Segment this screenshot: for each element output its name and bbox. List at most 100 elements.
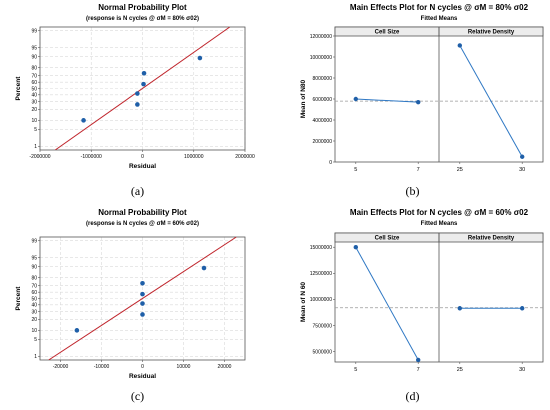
data-point (140, 291, 145, 297)
data-point (135, 102, 140, 107)
y-tick-label: 0 (329, 160, 332, 166)
y-tick-label: 7500000 (313, 323, 333, 329)
y-tick-label: 30 (31, 99, 37, 105)
data-point (520, 154, 525, 159)
x-tick-label: -10000 (94, 364, 110, 370)
y-tick-label: 90 (31, 54, 37, 60)
y-tick-label: 20 (31, 317, 37, 323)
y-axis-label: Percent (15, 76, 22, 101)
chart-title: Main Effects Plot for N cycles @ σM = 60… (350, 208, 529, 217)
y-tick-label: 20 (31, 107, 37, 113)
chart-subtitle: Fitted Means (421, 221, 458, 227)
fit-line (48, 237, 237, 360)
y-tick-label: 5 (34, 337, 37, 343)
facet-label: Cell Size (375, 236, 400, 242)
x-tick-label: 7 (417, 167, 420, 173)
y-axis-label: Percent (15, 286, 22, 311)
y-tick-label: 60 (31, 80, 37, 86)
data-point (81, 118, 86, 123)
y-tick-label: 12500000 (310, 271, 332, 277)
x-tick-label: 30 (519, 167, 525, 173)
x-tick-label: -2000000 (29, 154, 50, 160)
y-tick-label: 90 (31, 264, 37, 270)
y-tick-label: 10000000 (310, 55, 332, 61)
x-tick-label: 0 (141, 364, 144, 370)
x-axis-label: Residual (129, 163, 156, 170)
chart-title: Main Effects Plot for N cycles @ σM = 80… (350, 3, 529, 12)
y-tick-label: 5000000 (313, 349, 333, 355)
y-tick-label: 60 (31, 290, 37, 296)
x-tick-label: 25 (457, 367, 463, 373)
x-tick-label: 20000 (218, 364, 232, 370)
data-point (457, 43, 462, 48)
chart-subtitle: Fitted Means (421, 16, 458, 22)
y-tick-label: 80 (31, 275, 37, 281)
panel-b: Main Effects Plot for N cycles @ σM = 80… (275, 0, 550, 205)
y-tick-label: 5 (34, 127, 37, 133)
x-tick-label: 10000 (177, 364, 191, 370)
data-point (140, 312, 145, 317)
y-tick-label: 80 (31, 65, 37, 71)
y-tick-label: 40 (31, 93, 37, 99)
data-point (140, 301, 145, 306)
y-tick-label: 70 (31, 73, 37, 79)
caption-c: (c) (130, 389, 145, 403)
y-tick-label: 95 (31, 45, 37, 51)
y-tick-label: 50 (31, 296, 37, 302)
effect-line (459, 45, 523, 157)
data-point (416, 99, 421, 105)
caption-b: (b) (405, 184, 420, 198)
y-tick-label: 30 (31, 309, 37, 315)
y-tick-label: 10000000 (310, 297, 332, 303)
y-tick-label: 8000000 (313, 76, 333, 82)
y-tick-label: 4000000 (313, 118, 333, 124)
y-tick-label: 1 (34, 144, 37, 150)
y-tick-label: 10 (31, 328, 37, 334)
x-tick-label: -20000 (53, 364, 69, 370)
y-tick-label: 12000000 (310, 34, 332, 40)
y-tick-label: 15000000 (310, 245, 332, 251)
x-tick-label: 5 (354, 367, 357, 373)
y-tick-label: 40 (31, 303, 37, 309)
y-tick-label: 1 (34, 354, 37, 360)
chart-d: Main Effects Plot for N cycles @ σM = 60… (300, 208, 544, 373)
y-tick-label: 10 (31, 118, 37, 124)
data-point (353, 96, 358, 102)
y-tick-label: 6000000 (313, 97, 333, 103)
x-tick-label: 25 (457, 167, 463, 173)
facet-label: Cell Size (375, 30, 400, 36)
chart-subtitle: (response is N cycles @ σM = 60% σ02) (86, 221, 199, 227)
x-tick-label: 7 (417, 367, 420, 373)
y-tick-label: 99 (31, 29, 37, 35)
data-point (74, 328, 80, 333)
x-tick-label: 5 (354, 167, 357, 173)
facet-label: Relative Density (468, 30, 515, 36)
effect-line (355, 98, 419, 103)
x-tick-label: 2000000 (235, 154, 255, 160)
y-axis-label: Mean of N 60 (300, 282, 307, 322)
data-point (416, 357, 421, 363)
x-tick-label: 30 (519, 367, 525, 373)
effect-line (355, 246, 419, 361)
y-tick-label: 99 (31, 239, 37, 245)
chart-subtitle: (response is N cycles @ σM = 80% σ02) (86, 16, 199, 22)
x-axis-label: Residual (129, 373, 156, 380)
facet-label: Relative Density (468, 236, 515, 242)
x-tick-label: 0 (141, 154, 144, 160)
chart-title: Normal Probability Plot (98, 3, 187, 12)
caption-a: (a) (130, 184, 145, 198)
data-point (141, 70, 147, 76)
data-point (201, 265, 207, 271)
y-tick-label: 95 (31, 255, 37, 261)
y-tick-label: 2000000 (313, 139, 333, 145)
panel-c: Normal Probability Plot (response is N cy… (0, 205, 275, 410)
data-point (140, 280, 145, 286)
data-point (197, 55, 203, 61)
chart-title: Normal Probability Plot (98, 208, 187, 217)
x-tick-label: -1000000 (81, 154, 102, 160)
y-axis-label: Mean of N80 (300, 79, 307, 118)
data-point (141, 81, 146, 87)
panel-d: Main Effects Plot for N cycles @ σM = 60… (275, 205, 550, 410)
chart-c: Normal Probability Plot (response is N cy… (15, 208, 246, 380)
data-point (135, 91, 140, 96)
